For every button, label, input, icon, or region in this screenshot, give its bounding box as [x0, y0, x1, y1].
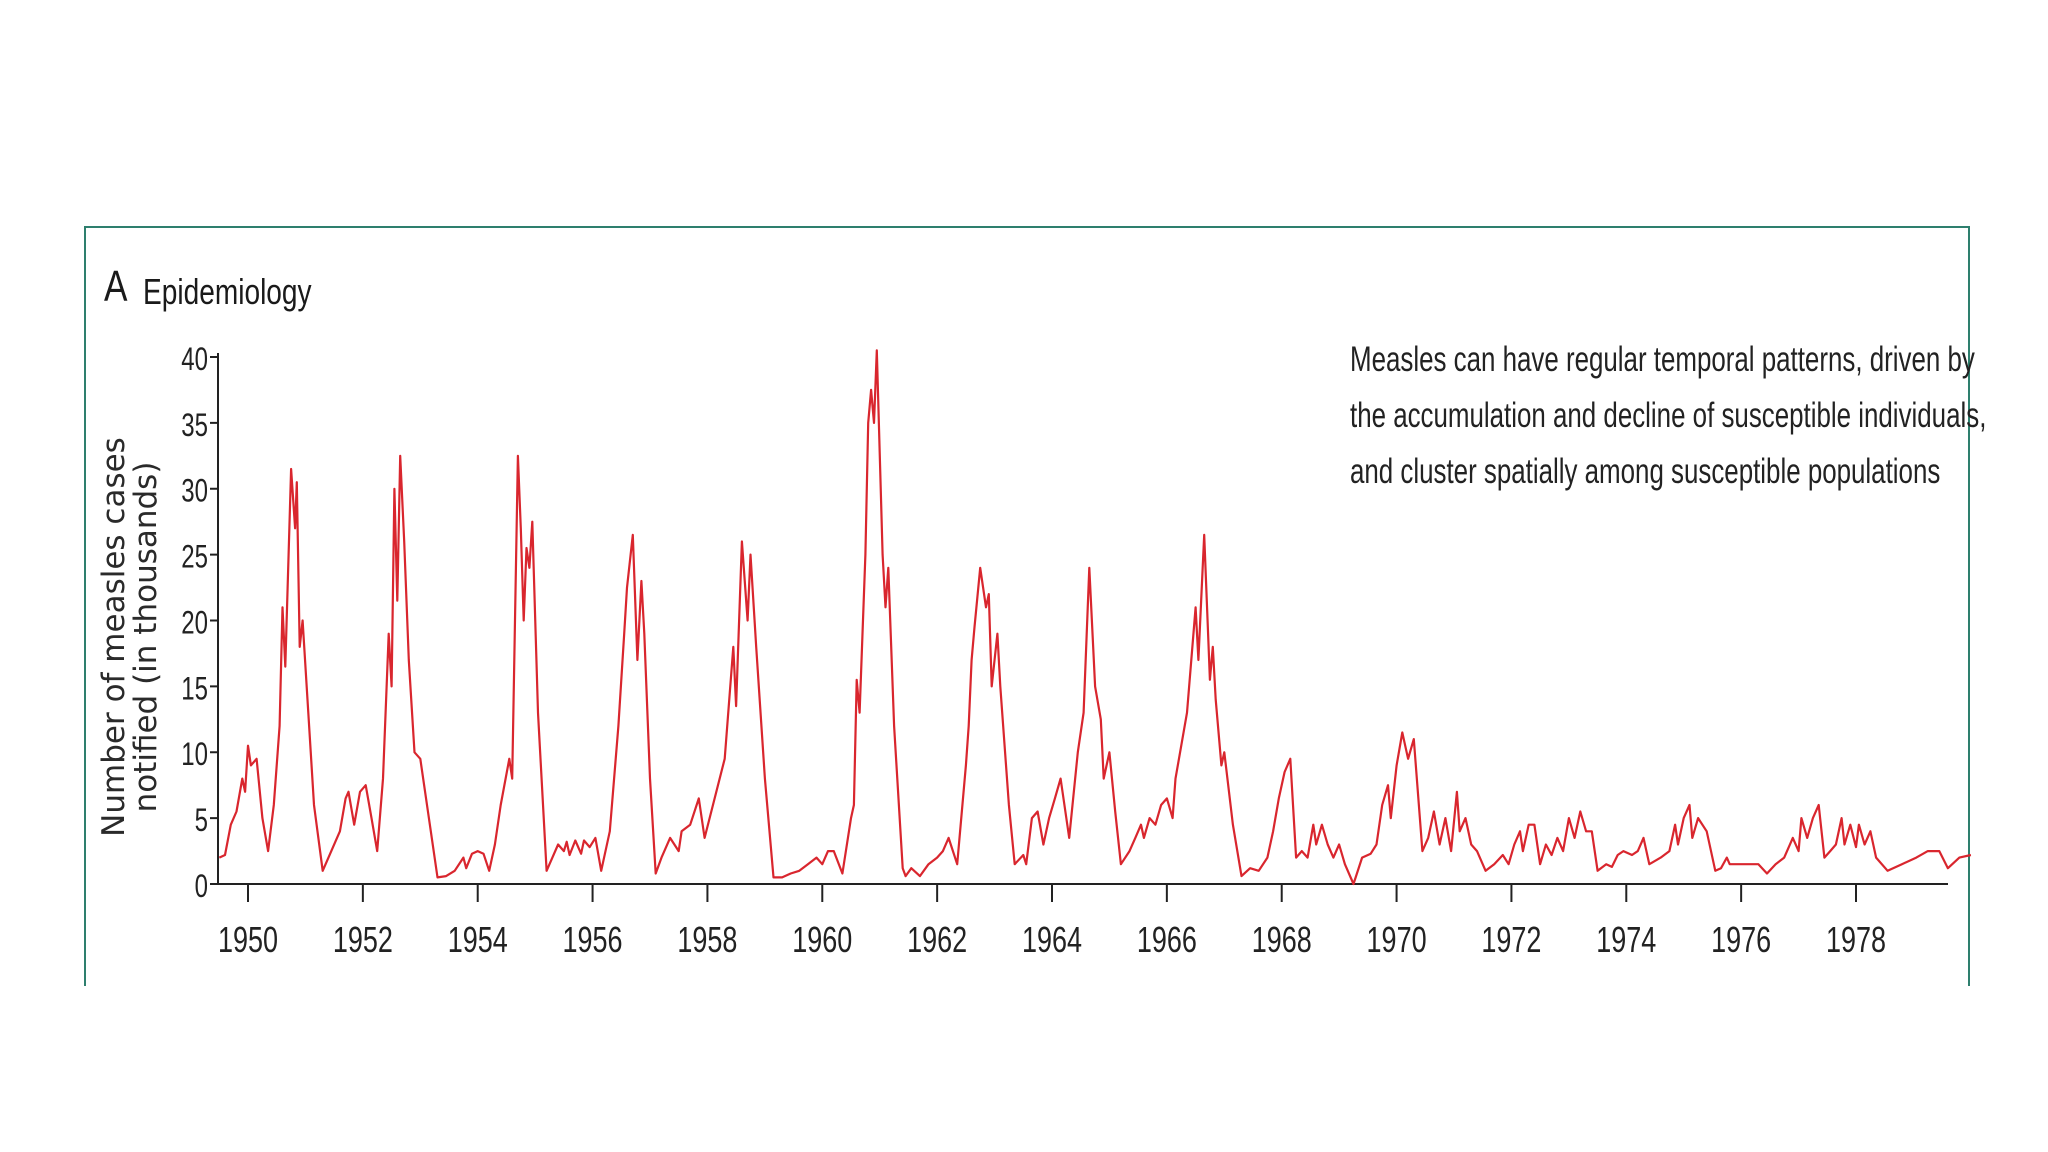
y-axis-label: Number of measles cases notified (in tho… — [96, 437, 164, 837]
annotation-line: and cluster spatially among susceptible … — [1350, 452, 1941, 491]
series-line-0 — [218, 349, 1972, 886]
x-tick-label: 1956 — [563, 919, 623, 960]
y-axis: 0 5 10 15 20 25 30 35 40 — [181, 341, 219, 904]
x-tick-label: 1958 — [677, 919, 737, 960]
panel-letter: A — [104, 262, 128, 311]
y-tick-label: 15 — [181, 670, 208, 706]
figure-frame — [84, 226, 1970, 986]
panel-title: Epidemiology — [143, 271, 312, 312]
y-tick-label: 35 — [181, 406, 208, 442]
x-tick-label: 1978 — [1826, 919, 1886, 960]
annotation-line: the accumulation and decline of suscepti… — [1350, 396, 1987, 435]
x-tick-label: 1960 — [792, 919, 852, 960]
y-tick-label: 20 — [181, 604, 208, 640]
x-tick-label: 1962 — [907, 919, 967, 960]
x-tick-label: 1966 — [1137, 919, 1197, 960]
x-axis: 1950 1952 1954 1956 1958 1960 1962 1964 1966 1968… — [218, 883, 1948, 960]
x-tick-label: 1954 — [448, 919, 508, 960]
x-tick-label: 1968 — [1252, 919, 1312, 960]
y-tick-label: 30 — [181, 472, 208, 508]
y-axis-label-line-1: Number of measles cases — [96, 437, 132, 837]
x-tick-label: 1950 — [218, 919, 278, 960]
x-tick-label: 1972 — [1481, 919, 1541, 960]
y-tick-label: 25 — [181, 538, 208, 574]
y-tick-label: 0 — [195, 868, 208, 904]
x-tick-label: 1964 — [1022, 919, 1082, 960]
y-tick-label: 5 — [195, 802, 208, 838]
chart-annotation: Measles can have regular temporal patter… — [1350, 332, 1987, 500]
x-tick-label: 1952 — [333, 919, 393, 960]
y-tick-label: 10 — [181, 736, 208, 772]
x-tick-label: 1974 — [1596, 919, 1656, 960]
y-tick-label: 40 — [181, 341, 208, 377]
series — [218, 349, 1972, 886]
annotation-line: Measles can have regular temporal patter… — [1350, 340, 1975, 379]
y-axis-label-line-2: notified (in thousands) — [128, 462, 164, 813]
x-tick-label: 1976 — [1711, 919, 1771, 960]
x-tick-label: 1970 — [1367, 919, 1427, 960]
